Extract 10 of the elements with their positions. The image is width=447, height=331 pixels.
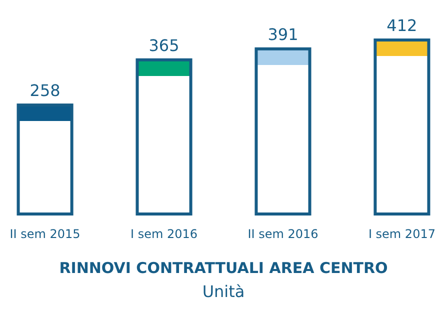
x-tick-label: II sem 2015 <box>10 227 80 241</box>
text: Unità <box>202 282 245 301</box>
x-tick-label: I sem 2017 <box>368 227 436 241</box>
data-label: 365 <box>148 36 180 55</box>
x-tick-label: I sem 2016 <box>130 227 198 241</box>
data-label: 258 <box>30 81 60 100</box>
text: RINNOVI CONTRATTUALI AREA CENTRO <box>59 259 388 277</box>
data-label: 412 <box>386 16 418 35</box>
data-label: 391 <box>268 24 298 44</box>
x-tick-label: II sem 2016 <box>248 227 318 241</box>
